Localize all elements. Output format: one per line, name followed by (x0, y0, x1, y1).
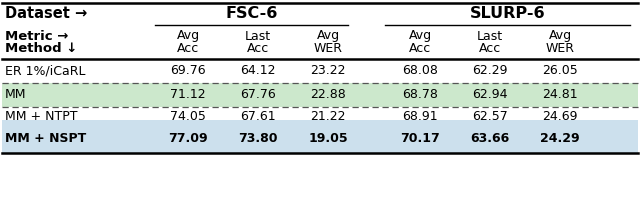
Text: Avg: Avg (177, 30, 200, 43)
Text: 19.05: 19.05 (308, 132, 348, 146)
Text: 68.91: 68.91 (402, 111, 438, 124)
Text: 63.66: 63.66 (470, 132, 509, 146)
Text: Acc: Acc (247, 43, 269, 56)
Text: Avg: Avg (548, 30, 572, 43)
Text: 64.12: 64.12 (240, 65, 276, 78)
Text: 70.17: 70.17 (400, 132, 440, 146)
Text: SLURP-6: SLURP-6 (470, 6, 546, 22)
Text: 21.22: 21.22 (310, 111, 346, 124)
Text: 24.29: 24.29 (540, 132, 580, 146)
Text: Avg: Avg (316, 30, 340, 43)
Text: Dataset →: Dataset → (5, 6, 87, 22)
Text: 74.05: 74.05 (170, 111, 206, 124)
Text: ER 1%/iCaRL: ER 1%/iCaRL (5, 65, 86, 78)
Text: 67.61: 67.61 (240, 111, 276, 124)
Text: WER: WER (545, 43, 575, 56)
Text: MM: MM (5, 87, 26, 100)
Text: MM + NTPT: MM + NTPT (5, 111, 77, 124)
Text: Acc: Acc (409, 43, 431, 56)
Text: 24.81: 24.81 (542, 87, 578, 100)
Text: 24.69: 24.69 (542, 111, 578, 124)
Text: 68.08: 68.08 (402, 65, 438, 78)
Text: 62.29: 62.29 (472, 65, 508, 78)
Text: Acc: Acc (177, 43, 199, 56)
Text: 62.94: 62.94 (472, 87, 508, 100)
Text: 62.57: 62.57 (472, 111, 508, 124)
Text: Last: Last (477, 30, 503, 43)
Text: 23.22: 23.22 (310, 65, 346, 78)
Text: 26.05: 26.05 (542, 65, 578, 78)
Text: 71.12: 71.12 (170, 87, 206, 100)
Text: Avg: Avg (408, 30, 431, 43)
Text: 73.80: 73.80 (238, 132, 278, 146)
FancyBboxPatch shape (2, 120, 638, 153)
Text: WER: WER (314, 43, 342, 56)
Text: 68.78: 68.78 (402, 87, 438, 100)
Text: FSC-6: FSC-6 (226, 6, 278, 22)
Text: MM + NSPT: MM + NSPT (5, 132, 86, 146)
Text: 77.09: 77.09 (168, 132, 208, 146)
Text: Method ↓: Method ↓ (5, 43, 77, 56)
Text: Last: Last (245, 30, 271, 43)
Text: 67.76: 67.76 (240, 87, 276, 100)
Text: 22.88: 22.88 (310, 87, 346, 100)
FancyBboxPatch shape (2, 83, 638, 107)
Text: Metric →: Metric → (5, 30, 68, 43)
Text: 69.76: 69.76 (170, 65, 206, 78)
Text: Acc: Acc (479, 43, 501, 56)
